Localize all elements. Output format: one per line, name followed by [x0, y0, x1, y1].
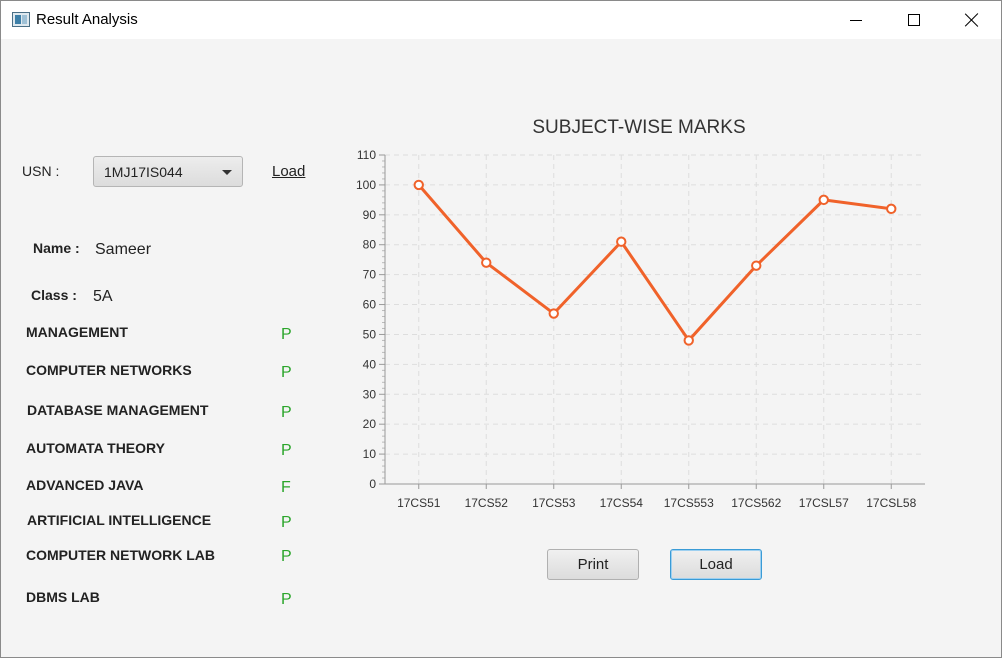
x-tick-label: 17CS52	[465, 496, 509, 510]
subject-grade: P	[281, 364, 292, 381]
chevron-down-icon	[222, 170, 232, 175]
subject-name: ARTIFICIAL INTELLIGENCE	[27, 512, 212, 528]
subject-grade: P	[281, 442, 292, 459]
close-button[interactable]	[943, 1, 1001, 39]
y-tick-label: 40	[363, 357, 377, 371]
x-tick-label: 17CSL57	[799, 496, 849, 510]
subject-grade: P	[281, 591, 292, 608]
x-tick-label: 17CS562	[731, 496, 781, 510]
chart-title: SUBJECT-WISE MARKS	[532, 117, 746, 138]
x-tick-label: 17CSL58	[866, 496, 916, 510]
marks-line-chart: 0 10 20 30 40 50 60 70 80 90 100 110 17CS51 17CS52 17C…	[356, 148, 925, 510]
usn-combobox[interactable]: 1MJ17IS044	[93, 156, 243, 187]
subject-grade: P	[281, 548, 292, 565]
app-icon	[12, 12, 30, 27]
data-point	[818, 194, 829, 206]
name-label: Name :	[33, 240, 80, 256]
y-tick-label: 10	[363, 447, 377, 461]
x-tick-label: 17CS553	[664, 496, 714, 510]
class-label: Class :	[31, 287, 77, 303]
data-point	[548, 308, 559, 319]
subject-name: MANAGEMENT	[26, 324, 128, 340]
data-point	[616, 236, 627, 247]
subject-grade: P	[281, 514, 292, 531]
data-point	[413, 179, 424, 191]
y-tick-label: 90	[363, 208, 377, 222]
subject-name: ADVANCED JAVA	[26, 477, 144, 493]
y-tick-label: 80	[363, 238, 377, 252]
data-point	[886, 203, 897, 215]
usn-label: USN :	[22, 163, 60, 179]
data-point	[683, 335, 694, 346]
usn-selected-value: 1MJ17IS044	[104, 164, 183, 180]
subject-name: AUTOMATA THEORY	[26, 440, 165, 456]
subject-name: DBMS LAB	[26, 589, 100, 605]
y-tick-label: 30	[363, 387, 377, 401]
title-bar: Result Analysis	[1, 1, 1001, 39]
y-tick-label: 110	[357, 148, 376, 162]
minimize-icon	[850, 20, 862, 21]
close-icon	[965, 13, 979, 27]
subject-grade: P	[281, 404, 292, 421]
data-point	[481, 257, 492, 268]
window-title: Result Analysis	[36, 11, 138, 28]
subject-name: DATABASE MANAGEMENT	[27, 402, 209, 418]
maximize-icon	[908, 14, 920, 26]
subject-name: COMPUTER NETWORKS	[26, 362, 192, 378]
data-point	[751, 260, 762, 271]
maximize-button[interactable]	[885, 1, 943, 39]
print-button[interactable]: Print	[547, 549, 639, 580]
load-link[interactable]: Load	[272, 163, 306, 180]
y-tick-label: 70	[363, 268, 377, 282]
y-tick-label: 100	[356, 178, 376, 192]
subject-grade: F	[281, 479, 291, 496]
load-button[interactable]: Load	[670, 549, 762, 580]
y-tick-label: 50	[363, 327, 377, 341]
series-line	[417, 183, 892, 342]
subject-name: COMPUTER NETWORK LAB	[26, 547, 215, 563]
x-tick-label: 17CS54	[600, 496, 644, 510]
y-tick-label: 60	[363, 298, 377, 312]
class-value: 5A	[93, 288, 113, 305]
minimize-button[interactable]	[827, 1, 885, 39]
x-tick-label: 17CS51	[397, 496, 441, 510]
subject-grade: P	[281, 326, 292, 343]
name-value: Sameer	[95, 241, 152, 258]
x-tick-label: 17CS53	[532, 496, 576, 510]
y-tick-label: 20	[363, 417, 377, 431]
y-tick-label: 0	[369, 477, 376, 491]
